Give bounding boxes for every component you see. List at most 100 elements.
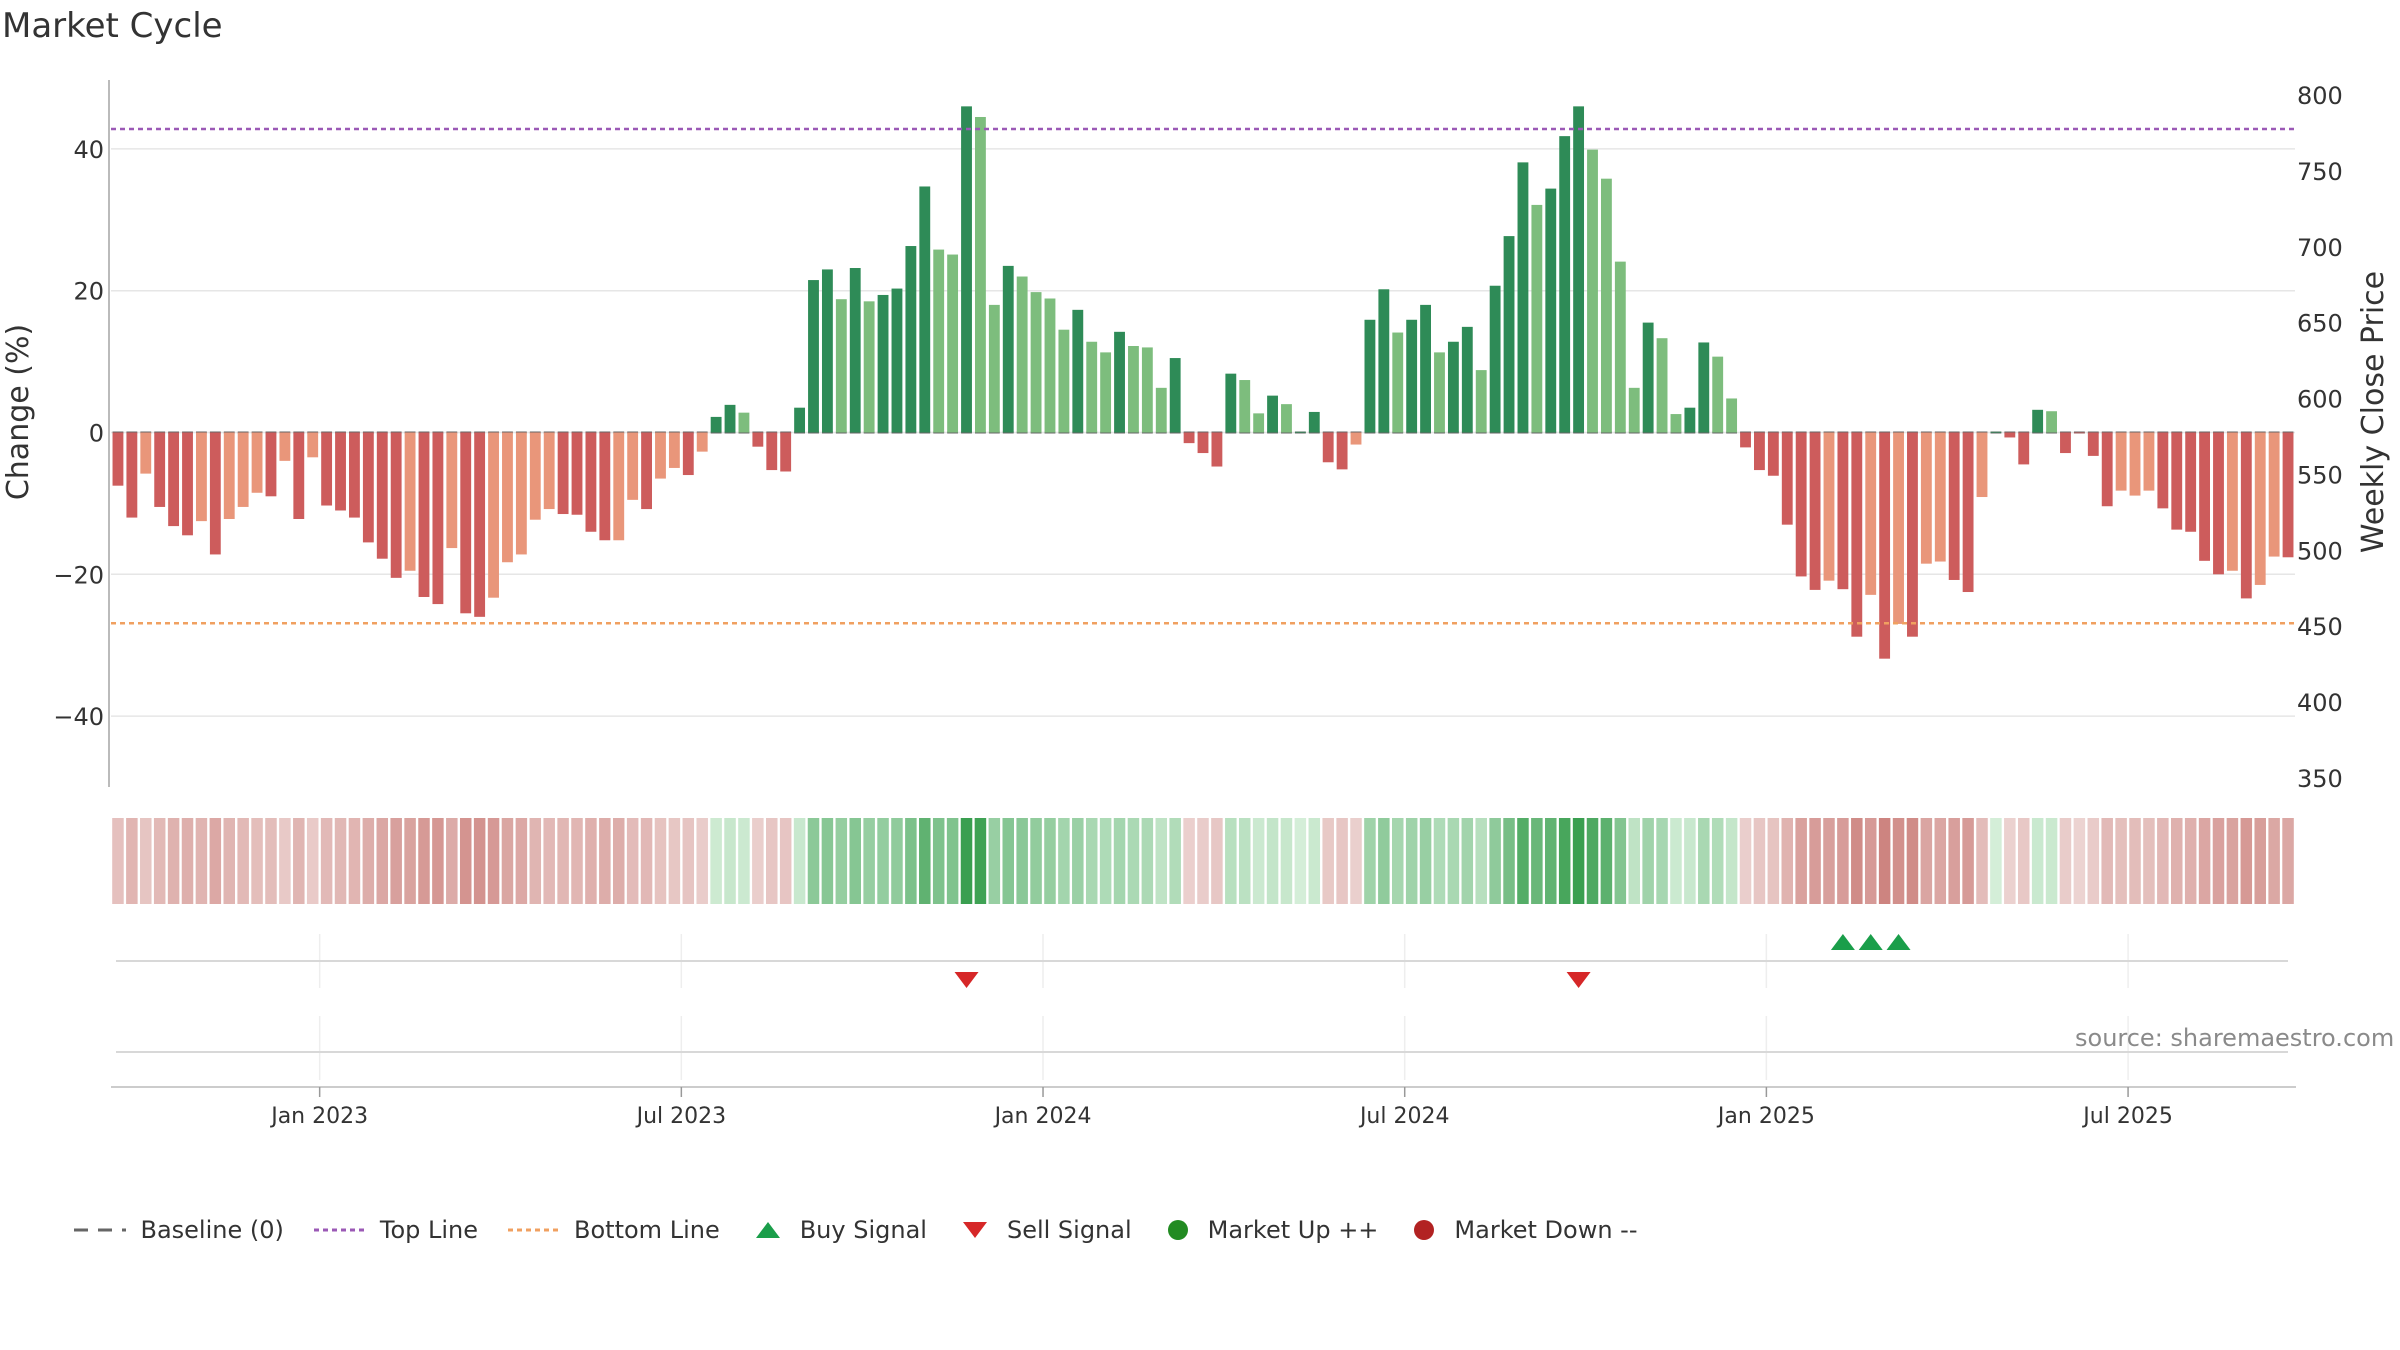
heat-cell (1141, 818, 1154, 904)
heat-cell (1976, 818, 1988, 904)
bar (988, 304, 1000, 433)
bar (1962, 432, 1974, 593)
y-tick-label-left: −40 (53, 703, 104, 731)
bar (2282, 432, 2294, 558)
heat-cell (2004, 818, 2016, 904)
bar (2129, 432, 2141, 496)
bar (752, 432, 764, 447)
heat-cell (1238, 818, 1251, 904)
bar (1267, 395, 1278, 433)
legend-label-market-down: Market Down -- (1454, 1216, 1638, 1244)
heat-cell (1336, 818, 1348, 904)
bar (2157, 432, 2169, 509)
heat-cell (306, 818, 319, 904)
bar (1211, 432, 1223, 467)
bar (1461, 326, 1473, 433)
bar (2268, 432, 2280, 557)
heat-cell (1962, 818, 1974, 904)
heat-cell (1545, 818, 1557, 904)
bar (710, 416, 722, 433)
heat-cell (320, 818, 333, 904)
x-tick-label: Jul 2023 (635, 1104, 727, 1129)
y-tick-label-left: −20 (53, 561, 104, 589)
heat-cell (1600, 818, 1613, 904)
bar (1392, 332, 1404, 433)
heat-cell (529, 818, 542, 904)
heat-cell (2198, 818, 2211, 904)
bar (585, 432, 597, 532)
heat-cell (932, 818, 945, 904)
heat-cell (612, 818, 625, 904)
y-tick-label-right: 650 (2297, 310, 2343, 338)
bar (919, 186, 931, 433)
y-tick-label-right: 700 (2297, 234, 2343, 262)
bar (1503, 236, 1515, 433)
heat-cell (905, 818, 917, 904)
bar (279, 432, 291, 461)
heat-cell (126, 818, 138, 904)
y-tick-label-right: 450 (2297, 613, 2343, 641)
bar (1100, 352, 1112, 433)
bar (724, 404, 736, 433)
heat-cell (1197, 818, 1209, 904)
heat-cell (891, 818, 903, 904)
bar (265, 432, 277, 497)
bar (209, 432, 221, 555)
heat-cell (1753, 818, 1766, 904)
bar (891, 288, 903, 433)
heat-cell (2059, 818, 2072, 904)
y-tick-label-left: 20 (73, 278, 104, 306)
bar (2254, 432, 2266, 585)
y-tick-label-right: 750 (2297, 158, 2343, 186)
heat-cell (1767, 818, 1780, 904)
heat-cell (682, 818, 695, 904)
heat-cell (2171, 818, 2183, 904)
heat-cell (2017, 818, 2030, 904)
bar (2213, 432, 2224, 575)
bar (1086, 341, 1098, 433)
heat-cell (1628, 818, 1640, 904)
heat-cell (1864, 818, 1877, 904)
bar (168, 432, 180, 527)
heat-cell (1058, 818, 1070, 904)
bar (1044, 298, 1056, 433)
bar (432, 432, 444, 605)
heat-cell (223, 818, 235, 904)
bar (1475, 370, 1487, 433)
y-tick-label-left: 0 (89, 420, 104, 448)
y-tick-label-right: 800 (2297, 82, 2343, 110)
reference-lines (111, 127, 2295, 625)
bar (863, 301, 875, 433)
bar (1294, 431, 1306, 433)
heat-cell (1684, 818, 1696, 904)
heat-cell (988, 818, 1001, 904)
bar (655, 432, 666, 479)
bar (2240, 432, 2252, 599)
bar (2073, 432, 2085, 434)
heat-cell (1002, 818, 1015, 904)
heat-cell (1266, 818, 1279, 904)
x-tick-label: Jul 2025 (2081, 1104, 2173, 1129)
bar (877, 294, 889, 433)
bar (627, 432, 639, 500)
bar (2046, 411, 2057, 433)
bar (1420, 304, 1431, 433)
heat-cell (599, 818, 611, 904)
heat-cell (1795, 818, 1807, 904)
heat-cell (654, 818, 667, 904)
y-tick-label-left: 40 (73, 136, 104, 164)
bar (1545, 188, 1557, 433)
bar (251, 432, 263, 493)
bar (947, 254, 959, 433)
bar (1754, 432, 1765, 471)
bar (1128, 346, 1139, 433)
y-axis-label-right: Weekly Close Price (2356, 271, 2391, 553)
bar (599, 432, 611, 541)
heat-cell (2268, 818, 2280, 904)
heat-cell (1044, 818, 1056, 904)
heat-cell (766, 818, 778, 904)
legend-label-market-up: Market Up ++ (1207, 1216, 1379, 1244)
heat-cell (1517, 818, 1529, 904)
bar (1670, 414, 1682, 433)
heat-cell (1906, 818, 1919, 904)
